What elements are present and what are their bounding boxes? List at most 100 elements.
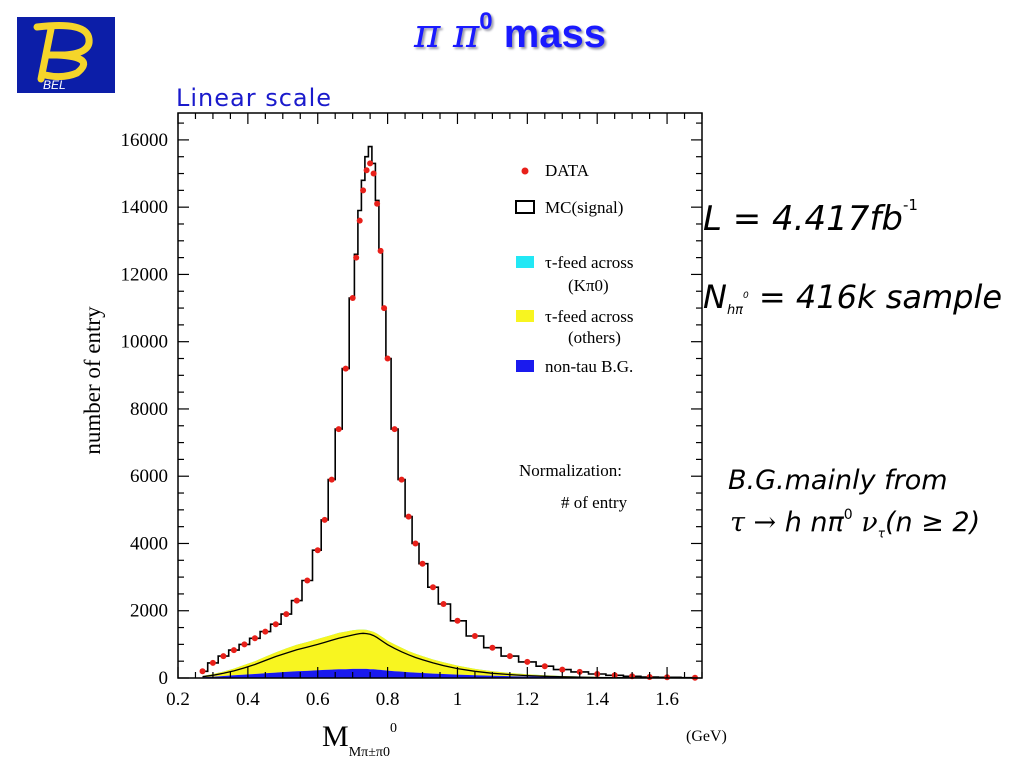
data-point [454, 617, 461, 624]
data-point [398, 476, 405, 483]
legend-label-mc: MC(signal) [545, 198, 623, 217]
y-tick-label: 16000 [121, 130, 169, 151]
title-rest: mass [492, 12, 607, 56]
note-line2: # of entry [561, 493, 628, 512]
y-axis-label: number of entry [80, 306, 105, 455]
xlabel-sup: 0 [389, 721, 397, 736]
others-feed-fill [202, 629, 695, 678]
data-point [384, 355, 391, 362]
data-point [419, 560, 426, 567]
data-point [199, 668, 206, 675]
data-point [304, 577, 311, 584]
data-point [367, 160, 374, 167]
lumi-sup: -1 [902, 196, 918, 214]
data-point [363, 167, 370, 174]
data-point [220, 653, 227, 660]
legend-label2-others: (others) [568, 328, 621, 347]
data-point [412, 540, 419, 547]
stacked-fills [202, 629, 696, 679]
data-point [440, 601, 447, 607]
y-tick-label: 10000 [121, 332, 169, 353]
x-tick-label: 0.2 [166, 689, 190, 710]
data-point [321, 516, 328, 523]
data-point [230, 647, 237, 654]
data-point [471, 633, 478, 639]
mc-signal-histogram [202, 145, 695, 679]
x-tick-label: 1.6 [655, 689, 679, 710]
y-tick-label: 14000 [121, 197, 169, 218]
scale-label: Linear scale [176, 84, 333, 112]
data-points-layer [199, 160, 698, 681]
data-point [314, 547, 321, 554]
data-point [374, 200, 381, 207]
xlabel-small: M [348, 745, 362, 760]
logo-b-shape [33, 22, 93, 83]
x-axis-label: MMπ±π0 0 [322, 720, 397, 761]
legend-marker-nontau [516, 360, 534, 372]
normalization-note: Normalization: # of entry [519, 461, 628, 512]
legend-marker-mc [515, 200, 535, 214]
x-tick-label: 1.2 [515, 689, 539, 710]
data-point [559, 666, 566, 673]
data-point [541, 663, 548, 670]
logo-text: BEL [43, 78, 66, 92]
legend-marker-others [516, 310, 534, 322]
data-point [293, 597, 300, 604]
y-tick-label: 4000 [130, 533, 168, 554]
data-point [377, 247, 384, 254]
data-point [391, 426, 398, 433]
data-point [430, 584, 436, 591]
data-point [489, 644, 496, 651]
bg-tau: τ → [730, 507, 785, 538]
data-point [241, 641, 248, 648]
data-point [349, 295, 356, 301]
background-outline [202, 632, 696, 679]
nsample-n: N [703, 278, 727, 316]
plot-frame [177, 112, 703, 679]
data-point [356, 217, 363, 224]
data-point [576, 668, 583, 675]
data-point [381, 305, 388, 312]
mc-histogram-layer [202, 145, 695, 679]
legend-label-others: τ-feed across [545, 307, 633, 326]
non-tau-fill [202, 668, 695, 678]
x-tick-label: 1.4 [585, 689, 609, 710]
legend-marker-data [521, 167, 529, 175]
lumi-main: L = 4.417fb [703, 199, 903, 239]
legend-label-data: DATA [545, 161, 590, 180]
y-tick-label: 0 [159, 668, 169, 689]
x-tick-label: 1 [453, 689, 463, 710]
data-point [405, 513, 412, 520]
bg-h: h nπ [784, 507, 844, 538]
bg-sup: 0 [843, 507, 853, 523]
title-pi: π π [413, 11, 480, 57]
bg-cond: (n ≥ 2) [884, 507, 981, 538]
luminosity-label: L = 4.417fb-1 [703, 196, 918, 239]
data-point [342, 365, 349, 372]
slide-title: π π0 mass [300, 8, 720, 57]
bg-nu-sub: τ [877, 526, 885, 541]
y-tick-label: 8000 [130, 399, 168, 420]
title-sup: 0 [479, 8, 493, 35]
bg-note-line2: τ → h nπ0 ντ(n ≥ 2) [730, 507, 980, 540]
legend-label2-kpi: (Kπ0) [568, 276, 609, 295]
bg-nu: ν [852, 507, 878, 538]
data-point [283, 611, 290, 618]
axes-layer: 0.2 0.4 0.6 0.8 1 1.2 1.4 1.6 0 2000 4000 6000 8000 1… [80, 112, 703, 710]
bg-note-line1: B.G.mainly from [728, 465, 948, 496]
data-point [360, 187, 367, 194]
legend-label-kpi: τ-feed across [545, 253, 633, 272]
nsample-sup: 0 [743, 291, 749, 301]
data-point [272, 621, 279, 628]
data-point [251, 635, 258, 642]
data-point [506, 653, 513, 660]
sample-size-label: Nhπ 0 = 416k sample [703, 278, 1002, 318]
legend-marker-kpi [516, 256, 534, 268]
note-line1: Normalization: [519, 461, 622, 480]
data-point [524, 658, 531, 665]
xlabel-main: M [322, 720, 349, 753]
x-tick-label: 0.6 [306, 689, 330, 710]
y-tick-label: 2000 [130, 601, 168, 622]
nsample-rest: = 416k sample [748, 278, 1003, 316]
